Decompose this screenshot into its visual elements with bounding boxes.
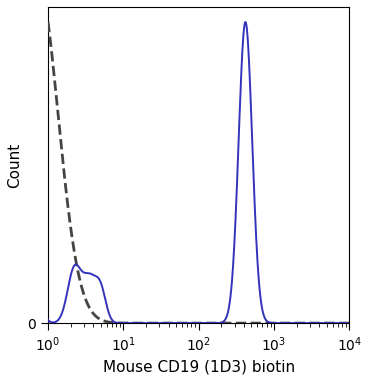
- Y-axis label: Count: Count: [7, 142, 22, 188]
- X-axis label: Mouse CD19 (1D3) biotin: Mouse CD19 (1D3) biotin: [103, 359, 295, 374]
